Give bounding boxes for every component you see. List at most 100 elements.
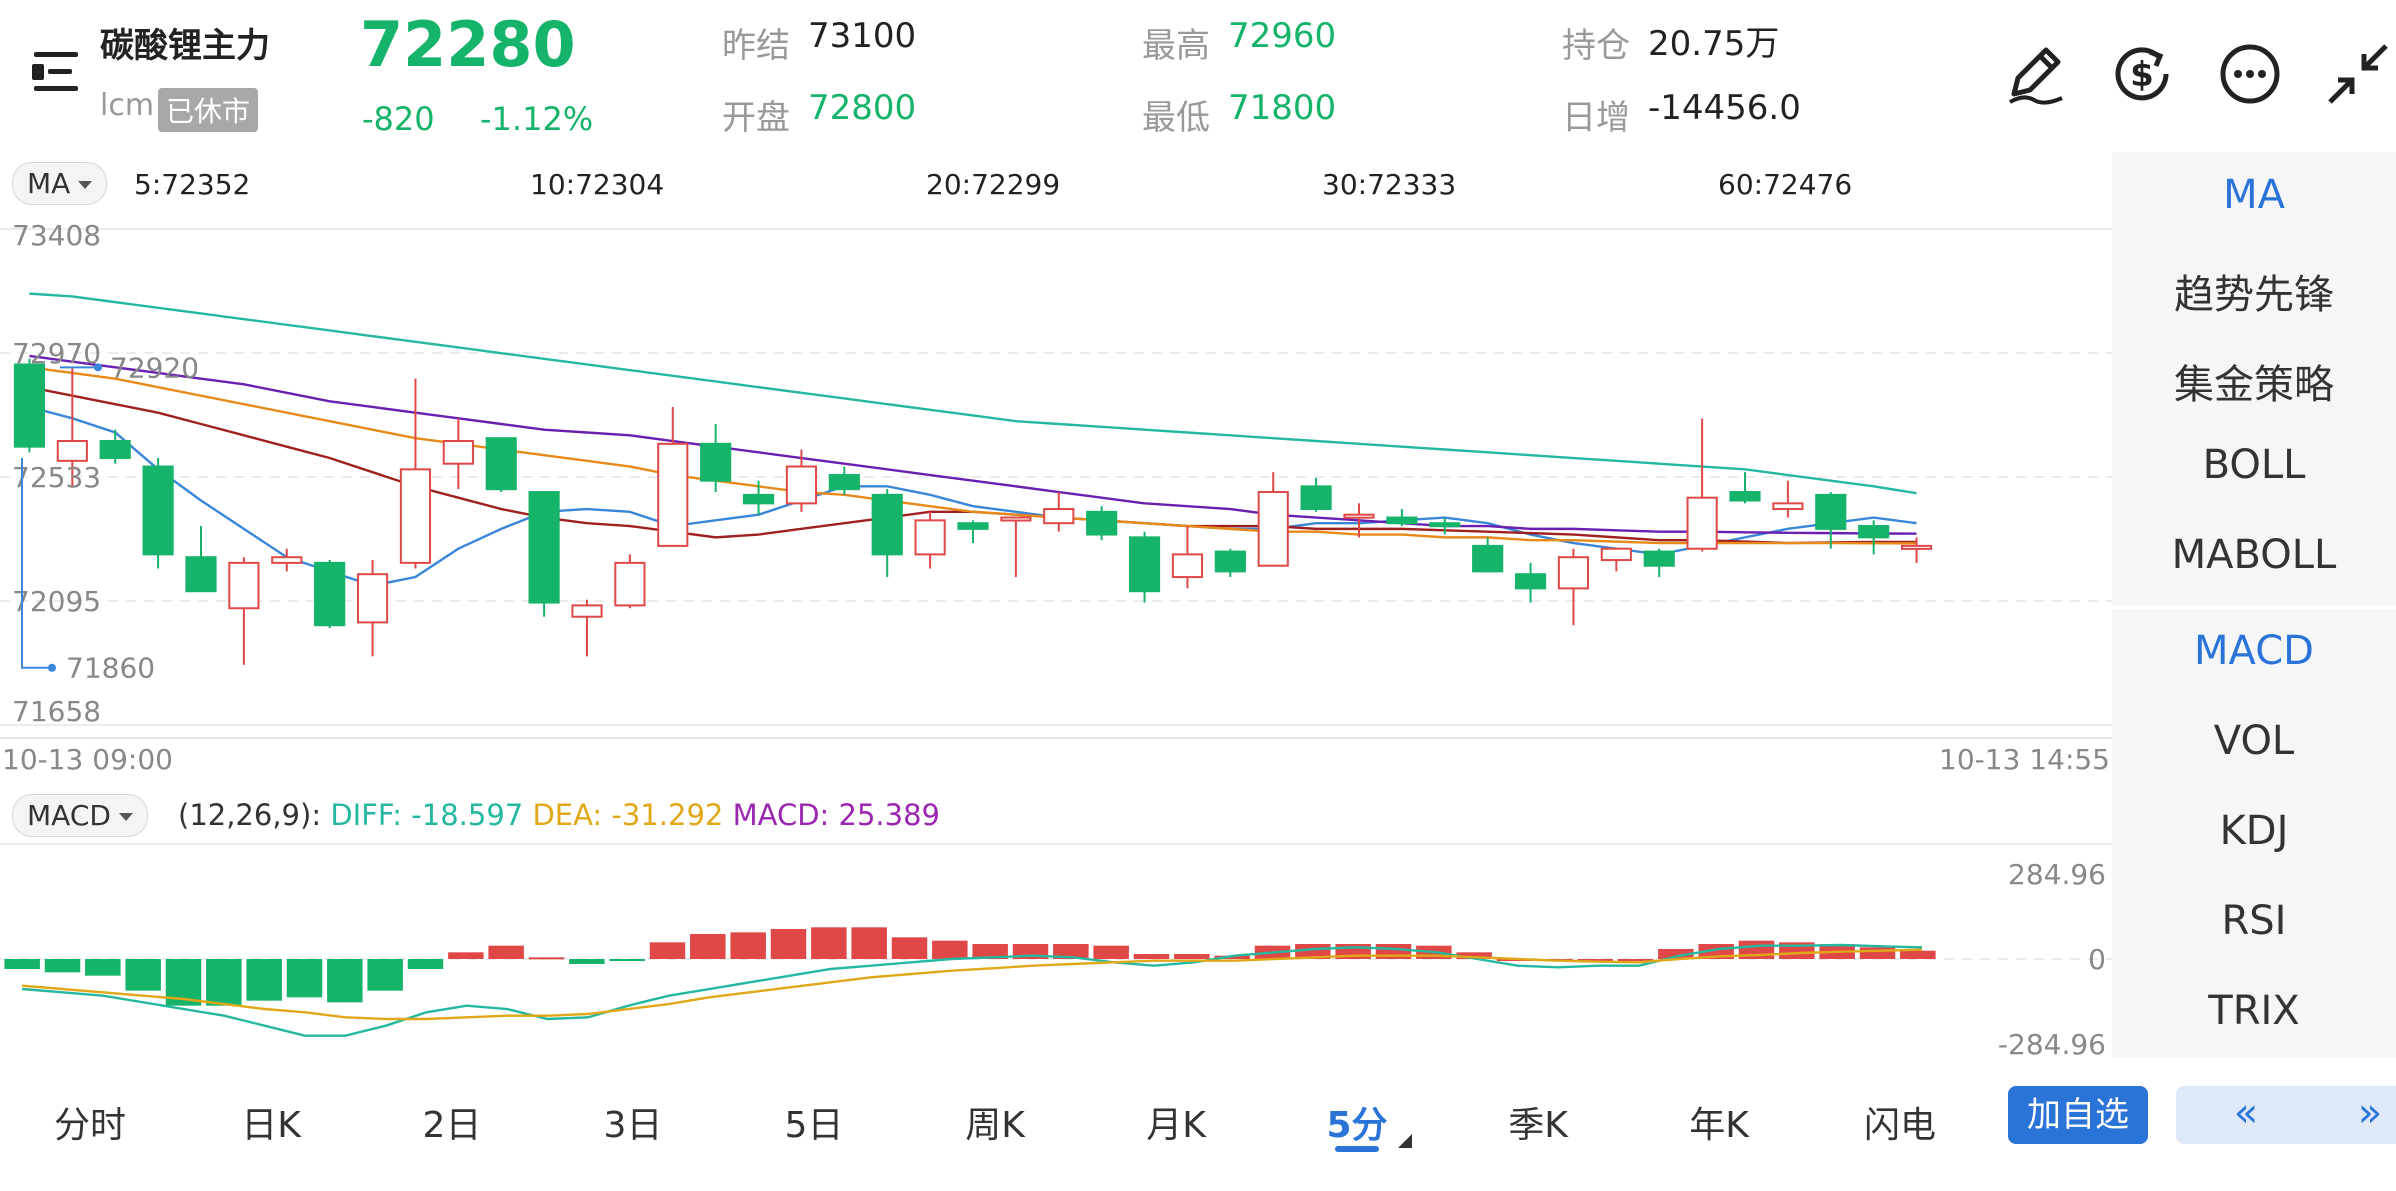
candle-body xyxy=(1429,522,1461,528)
double-chevron-right-icon: » xyxy=(2357,1090,2383,1136)
ma60-value: 60:72476 xyxy=(1718,168,1853,201)
tab-5min[interactable]: 5分 xyxy=(1326,1105,1388,1146)
indicator-trend-pioneer[interactable]: 趋势先锋 xyxy=(2174,272,2334,318)
candle xyxy=(1343,503,1375,538)
candle-body xyxy=(356,573,389,624)
candle xyxy=(314,560,346,629)
stat-label-low: 最低 xyxy=(1142,98,1210,138)
panel-divider xyxy=(2112,605,2396,609)
macd-bar xyxy=(1900,950,1936,959)
candle-body xyxy=(1043,508,1075,525)
indicator-macd[interactable]: MACD xyxy=(2194,628,2314,674)
macd-bar xyxy=(1053,943,1089,959)
indicator-rsi[interactable]: RSI xyxy=(2221,898,2287,944)
indicator-kdj[interactable]: KDJ xyxy=(2219,808,2289,854)
macd-bar xyxy=(1577,959,1613,961)
candle-body xyxy=(571,604,603,618)
macd-chart[interactable]: 284.96 0 -284.96 xyxy=(0,840,2112,1070)
indicator-ma[interactable]: MA xyxy=(2223,172,2285,218)
macd-selector[interactable]: MACD xyxy=(12,794,148,837)
stat-value-daily-change: -14456.0 xyxy=(1648,88,1801,128)
candle-body xyxy=(271,556,303,564)
tab-weekly[interactable]: 周K xyxy=(965,1105,1025,1146)
ma-line-ma60 xyxy=(29,292,1917,495)
macd-bar xyxy=(730,932,766,959)
draw-icon[interactable] xyxy=(2000,38,2072,110)
candle xyxy=(1686,418,1718,552)
y-tick-label: 71658 xyxy=(12,695,101,728)
indicator-boll[interactable]: BOLL xyxy=(2202,442,2306,488)
chevron-down-icon xyxy=(78,181,93,189)
candle-body xyxy=(1815,493,1847,530)
currency-icon[interactable]: $ xyxy=(2106,38,2178,110)
indicator-maboll[interactable]: MABOLL xyxy=(2171,532,2337,578)
macd-y-tick-label: -284.96 xyxy=(1998,1028,2106,1061)
dropdown-corner-icon[interactable] xyxy=(1398,1134,1412,1148)
tab-2day[interactable]: 2日 xyxy=(422,1105,482,1146)
candle xyxy=(1557,548,1590,626)
candle xyxy=(1772,480,1804,518)
candle xyxy=(742,480,775,515)
ma30-value: 30:72333 xyxy=(1322,168,1457,201)
instrument-name: 碳酸锂主力 xyxy=(100,26,270,66)
tab-daily[interactable]: 日K xyxy=(241,1105,301,1146)
macd-bar xyxy=(85,959,121,976)
tab-5day[interactable]: 5日 xyxy=(784,1105,844,1146)
market-status-badge: 已休市 xyxy=(158,88,259,132)
stat-value-open-interest: 20.75万 xyxy=(1648,24,1780,64)
tab-intraday[interactable]: 分时 xyxy=(53,1105,126,1146)
candle xyxy=(1429,517,1461,535)
candle xyxy=(700,423,732,493)
macd-bar xyxy=(488,945,524,959)
stat-value-high: 72960 xyxy=(1228,16,1337,56)
add-watchlist-button[interactable]: 加自选 xyxy=(2008,1086,2148,1144)
indicator-trix[interactable]: TRIX xyxy=(2208,988,2300,1034)
candle-body xyxy=(1257,491,1289,567)
ma-selector[interactable]: MA xyxy=(12,162,108,205)
indicator-capital-strategy[interactable]: 集金策略 xyxy=(2174,362,2334,408)
prev-button[interactable]: « xyxy=(2176,1086,2316,1144)
tab-3day[interactable]: 3日 xyxy=(603,1105,663,1146)
tab-monthly[interactable]: 月K xyxy=(1146,1105,1206,1146)
tab-yearly[interactable]: 年K xyxy=(1689,1105,1749,1146)
candle xyxy=(657,406,689,547)
candle xyxy=(56,367,88,487)
candle xyxy=(442,418,474,490)
candle-body xyxy=(700,442,732,482)
next-button[interactable]: » xyxy=(2300,1086,2396,1144)
double-chevron-left-icon: « xyxy=(2233,1090,2259,1136)
candle-body xyxy=(1343,513,1375,519)
macd-bar xyxy=(4,959,40,970)
chevron-down-icon xyxy=(118,813,133,821)
x-start-label: 10-13 09:00 xyxy=(2,743,173,776)
candle xyxy=(13,358,46,453)
indicator-vol[interactable]: VOL xyxy=(2213,718,2295,764)
more-icon[interactable] xyxy=(2214,38,2286,110)
macd-legend: MACD (12,26,9): DIFF: -18.597 DEA: -31.2… xyxy=(0,794,2110,837)
candle-body xyxy=(1472,544,1504,573)
macd-dea: DEA: -31.292 xyxy=(532,798,724,832)
macd-bar xyxy=(972,943,1008,959)
candle-body xyxy=(614,561,646,607)
candle xyxy=(1128,531,1161,603)
candle xyxy=(485,437,517,493)
ma10-value: 10:72304 xyxy=(530,168,665,201)
x-end-label: 10-13 14:55 xyxy=(1939,743,2110,776)
candle xyxy=(528,491,560,617)
macd-bar xyxy=(367,959,403,991)
candle xyxy=(1514,562,1547,603)
tab-quarterly[interactable]: 季K xyxy=(1508,1105,1568,1146)
candle xyxy=(785,449,818,512)
candle-body xyxy=(228,561,260,610)
menu-icon[interactable] xyxy=(30,52,82,92)
tab-flash[interactable]: 闪电 xyxy=(1863,1105,1936,1146)
candle-body xyxy=(1386,516,1418,525)
candle xyxy=(1643,548,1675,578)
macd-y-tick-label: 0 xyxy=(2088,943,2106,976)
kline-chart[interactable]: 73408 72970 72533 72095 71658 72920 71860 10-13… xyxy=(0,205,2112,785)
macd-bar xyxy=(569,959,605,965)
collapse-icon[interactable] xyxy=(2322,38,2394,110)
candle-body xyxy=(56,440,88,462)
macd-bar xyxy=(246,959,282,1001)
ma-line-ma30 xyxy=(29,354,1917,535)
